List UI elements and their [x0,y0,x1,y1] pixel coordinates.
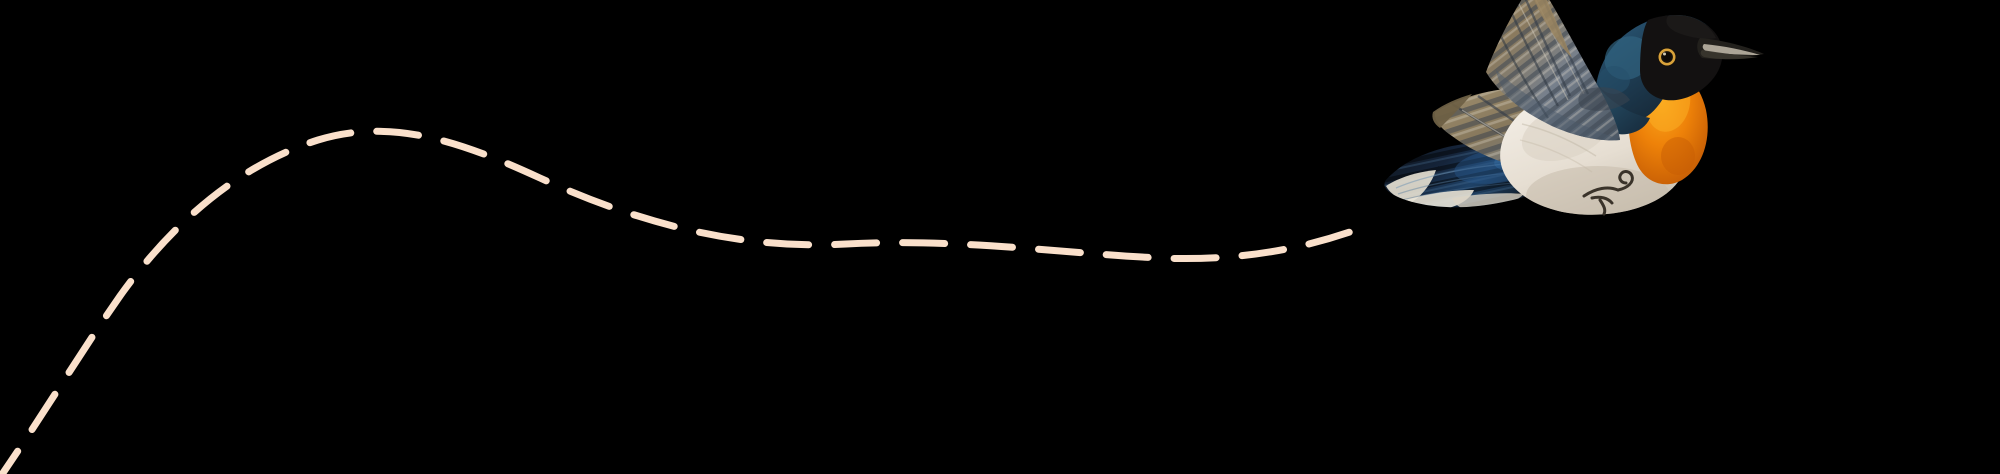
bird-beak [1697,38,1764,60]
bird-shoulder [1578,87,1630,111]
bird-feet [1582,170,1634,216]
dashed-flight-path [0,127,1376,474]
flight-trail-group [0,127,1376,474]
bird-eye [1657,47,1677,67]
flying-bird [1384,0,1764,216]
